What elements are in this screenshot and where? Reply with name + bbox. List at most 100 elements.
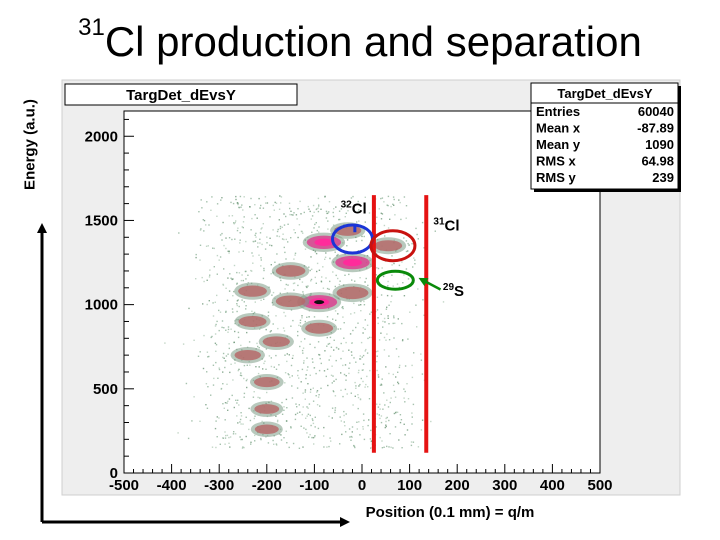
scatter-dot [283,437,285,439]
scatter-dot [310,218,312,220]
scatter-dot [328,211,330,213]
x-tick-label: -300 [204,477,234,494]
scatter-dot [278,433,281,435]
scatter-dot [205,245,208,247]
scatter-dot [360,310,362,312]
scatter-dot [384,235,386,237]
scatter-dot [335,346,338,349]
scatter-dot [303,211,305,214]
scatter-dot [367,424,369,427]
scatter-dot [270,330,272,332]
scatter-dot [314,276,316,279]
scatter-dot [276,235,278,237]
scatter-dot [357,200,359,203]
scatter-dot [365,383,367,386]
scatter-dot [262,368,264,370]
scatter-dot [332,390,334,392]
scatter-dot [249,364,251,366]
scatter-dot [313,316,316,318]
scatter-dot [380,332,382,334]
scatter-dot [311,231,313,233]
scatter-dot [239,418,242,421]
scatter-dot [380,421,383,424]
scatter-dot [214,333,217,335]
scatter-dot [259,238,261,240]
scatter-dot [314,223,316,226]
scatter-dot [231,215,234,217]
scatter-dot [410,441,413,443]
scatter-dot [290,364,293,367]
scatter-dot [306,415,308,417]
scatter-dot [416,233,418,236]
scatter-dot [345,341,347,344]
scatter-dot [327,343,329,345]
scatter-dot [275,315,277,317]
scatter-dot [215,323,217,326]
scatter-dot [266,242,268,244]
scatter-dot [318,394,320,396]
scatter-dot [297,334,299,337]
scatter-dot [221,320,224,322]
scatter-dot [266,391,268,394]
scatter-dot [288,374,290,376]
scatter-dot [240,438,242,441]
scatter-dot [334,409,336,411]
scatter-dot [356,428,358,430]
scatter-dot [242,423,244,425]
scatter-dot [345,431,347,433]
scatter-dot [265,328,267,331]
scatter-dot [222,403,224,405]
slide-title: 31Cl production and separation [0,14,720,66]
scatter-dot [240,412,242,414]
scatter-dot [328,342,331,345]
scatter-dot [301,349,304,352]
scatter-dot [406,383,408,385]
scatter-dot [318,354,321,356]
scatter-dot [252,396,255,398]
scatter-dot [273,443,275,445]
scatter-dot [344,388,347,391]
scatter-dot [228,398,231,400]
scatter-dot [302,232,304,234]
scatter-dot [216,416,218,418]
scatter-dot [294,252,297,254]
scatter-dot [359,277,361,279]
scatter-dot [376,413,378,415]
scatter-dot [219,443,221,445]
scatter-dot [326,446,328,448]
scatter-dot [245,435,247,438]
scatter-dot [241,299,243,301]
scatter-dot [367,284,369,287]
scatter-dot [231,308,234,310]
cluster-body [238,285,267,297]
scatter-dot [228,290,231,292]
scatter-dot [213,266,215,268]
scatter-dot [362,369,364,371]
scatter-dot [273,366,275,368]
scatter-dot [417,288,419,290]
cluster-core [343,258,362,267]
scatter-dot [225,355,228,357]
scatter-dot [316,404,319,406]
scatter-dot [365,277,367,280]
scatter-dot [202,219,204,221]
scatter-dot [412,403,415,406]
scatter-dot [393,315,395,317]
scatter-dot [414,259,416,261]
scatter-dot [235,399,237,401]
scatter-dot [368,419,370,421]
scatter-dot [380,212,382,214]
scatter-dot [275,368,278,370]
scatter-dot [306,406,308,408]
scatter-dot [298,224,301,226]
scatter-dot [254,240,257,242]
scatter-dot [369,369,371,372]
cluster-center [314,300,325,305]
scatter-dot [239,374,242,376]
scatter-dot [307,205,309,208]
scatter-dot [306,286,308,289]
scatter-dot [349,362,351,364]
scatter-dot [396,411,399,413]
scatter-dot [285,430,287,432]
scatter-dot [420,353,422,355]
